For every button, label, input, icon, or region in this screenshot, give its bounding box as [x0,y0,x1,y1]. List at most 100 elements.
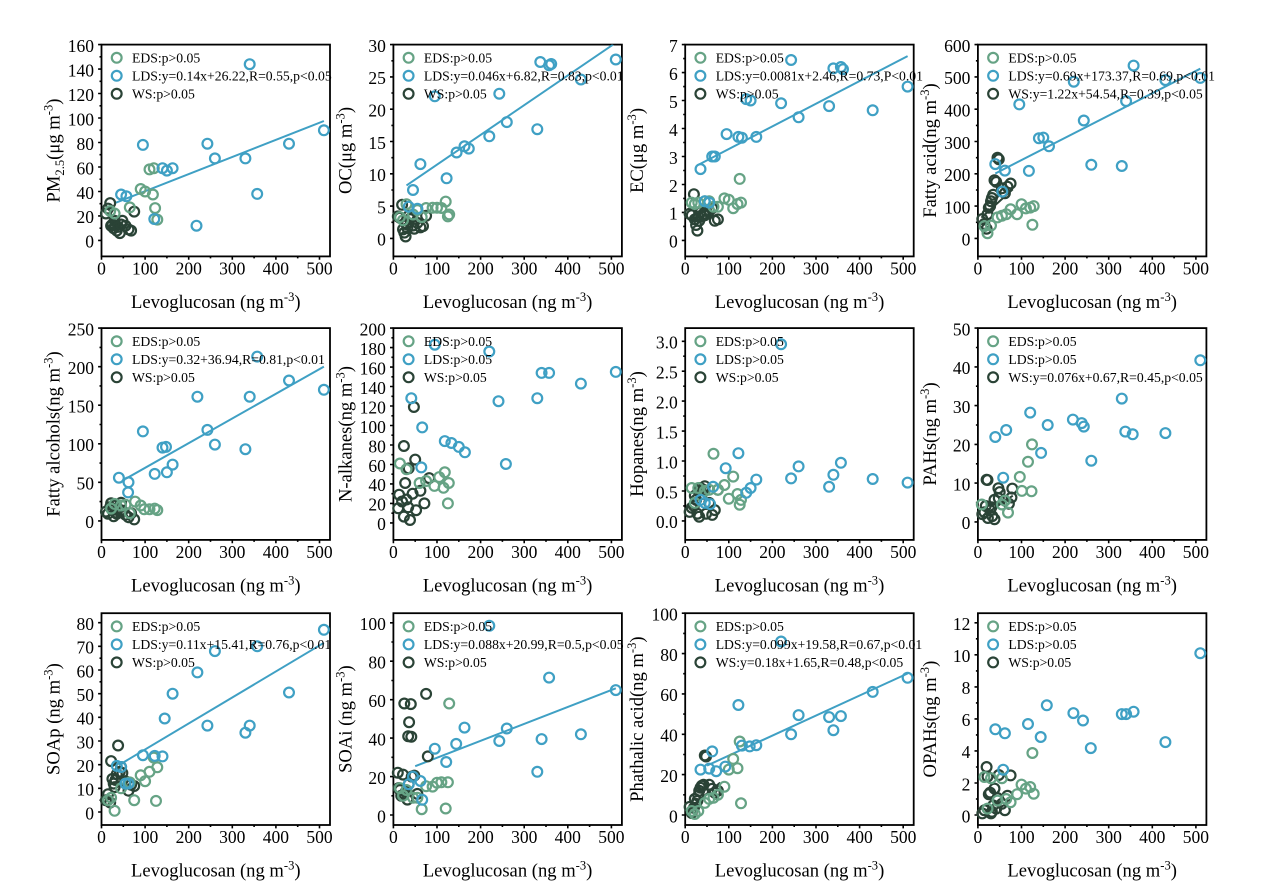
svg-text:WS:y=0.18x+1.65,R=0.48,p<0.05: WS:y=0.18x+1.65,R=0.48,p<0.05 [716,655,904,670]
svg-text:0: 0 [85,512,94,532]
svg-text:400: 400 [846,259,873,279]
svg-text:10: 10 [368,165,386,185]
svg-text:2.5: 2.5 [656,363,678,383]
svg-text:100: 100 [716,827,743,847]
svg-text:WS:p>0.05: WS:p>0.05 [1008,655,1071,670]
svg-text:0: 0 [962,513,971,533]
svg-text:1.0: 1.0 [656,452,678,472]
svg-text:OC(μg m-3​): OC(μg m-3​) [333,107,356,194]
svg-text:WS:y=1.22x+54.54,R=0.39,p<0.05: WS:y=1.22x+54.54,R=0.39,p<0.05 [1008,86,1203,101]
svg-text:Levoglucosan (ng m-3​): Levoglucosan (ng m-3​) [131,290,301,313]
svg-text:20: 20 [368,101,386,121]
svg-text:20: 20 [77,756,95,776]
svg-text:160: 160 [360,358,387,378]
svg-text:100: 100 [132,542,159,562]
svg-text:7: 7 [669,36,678,56]
svg-text:200: 200 [759,259,786,279]
svg-text:300: 300 [219,542,246,562]
svg-text:Phathalic acid(ng m-3​): Phathalic acid(ng m-3​) [625,636,648,801]
svg-text:0: 0 [377,230,386,250]
svg-text:250: 250 [68,319,95,339]
svg-text:100: 100 [716,259,743,279]
svg-text:0: 0 [97,542,106,562]
svg-text:30: 30 [77,732,95,752]
svg-text:100: 100 [1008,827,1035,847]
svg-text:150: 150 [68,397,95,417]
svg-text:0: 0 [681,259,690,279]
svg-text:Levoglucosan (ng m-3​): Levoglucosan (ng m-3​) [715,573,885,596]
svg-text:100: 100 [132,259,159,279]
svg-text:100: 100 [716,542,743,562]
svg-text:300: 300 [1096,259,1123,279]
svg-text:10: 10 [77,780,95,800]
svg-text:Levoglucosan (ng m-3​): Levoglucosan (ng m-3​) [131,858,301,881]
svg-text:40: 40 [368,729,386,749]
svg-text:40: 40 [77,183,95,203]
svg-text:EDS:p>0.05: EDS:p>0.05 [132,334,200,349]
svg-text:0: 0 [962,806,971,826]
svg-text:WS:p>0.05: WS:p>0.05 [716,86,779,101]
svg-text:400: 400 [555,542,582,562]
svg-text:Levoglucosan (ng m-3​): Levoglucosan (ng m-3​) [1007,573,1177,596]
svg-text:0: 0 [669,232,678,252]
svg-text:WS:p>0.05: WS:p>0.05 [424,655,487,670]
svg-text:WS:p>0.05: WS:p>0.05 [132,86,195,101]
svg-text:100: 100 [1008,542,1035,562]
svg-text:0: 0 [974,259,983,279]
svg-text:100: 100 [132,827,159,847]
svg-text:WS:p>0.05: WS:p>0.05 [132,370,195,385]
svg-text:EDS:p>0.05: EDS:p>0.05 [132,50,200,65]
svg-text:300: 300 [944,133,971,153]
svg-text:LDS:p>0.05: LDS:p>0.05 [424,352,492,367]
svg-text:1: 1 [669,204,678,224]
svg-text:140: 140 [360,378,387,398]
svg-text:300: 300 [219,259,246,279]
svg-text:15: 15 [368,133,386,153]
svg-text:400: 400 [1139,259,1166,279]
svg-text:LDS:p>0.05: LDS:p>0.05 [1008,352,1076,367]
svg-text:400: 400 [555,827,582,847]
svg-text:Hopanes(ng m-3​): Hopanes(ng m-3​) [625,371,648,497]
svg-text:500: 500 [598,259,625,279]
svg-text:LDS:y=0.046x+6.82,R=0.83,p<0.0: LDS:y=0.046x+6.82,R=0.83,p<0.01 [424,68,624,83]
svg-text:6: 6 [669,64,678,84]
svg-text:500: 500 [306,827,333,847]
svg-text:LDS:p>0.05: LDS:p>0.05 [716,352,784,367]
svg-text:0: 0 [681,827,690,847]
svg-text:60: 60 [77,661,95,681]
svg-text:12: 12 [953,614,971,634]
svg-text:WS:y=0.076x+0.67,R=0.45,p<0.05: WS:y=0.076x+0.67,R=0.45,p<0.05 [1008,370,1203,385]
svg-text:Levoglucosan (ng m-3​): Levoglucosan (ng m-3​) [131,573,301,596]
svg-text:20: 20 [368,495,386,515]
svg-text:50: 50 [77,474,95,494]
svg-text:300: 300 [1096,542,1123,562]
svg-text:3.0: 3.0 [656,333,678,353]
svg-text:200: 200 [176,827,203,847]
svg-text:PM2.5​(μg m-3​): PM2.5​(μg m-3​) [41,99,67,203]
svg-text:0: 0 [962,230,971,250]
svg-text:Levoglucosan (ng m-3​): Levoglucosan (ng m-3​) [715,858,885,881]
svg-text:100: 100 [424,259,451,279]
svg-text:2.0: 2.0 [656,392,678,412]
svg-text:EDS:p>0.05: EDS:p>0.05 [716,50,784,65]
svg-text:3: 3 [669,148,678,168]
svg-text:80: 80 [368,653,386,673]
svg-text:0: 0 [974,542,983,562]
svg-text:300: 300 [1096,827,1123,847]
svg-text:500: 500 [890,542,917,562]
svg-text:50: 50 [77,685,95,705]
svg-text:200: 200 [1052,827,1079,847]
svg-text:0: 0 [389,827,398,847]
svg-text:0: 0 [974,827,983,847]
svg-text:5: 5 [669,92,678,112]
svg-text:Levoglucosan (ng m-3​): Levoglucosan (ng m-3​) [423,290,593,313]
svg-text:Levoglucosan (ng m-3​): Levoglucosan (ng m-3​) [1007,290,1177,313]
svg-text:100: 100 [360,614,387,634]
svg-text:200: 200 [176,259,203,279]
svg-text:Fatty alcohols(ng m-3​): Fatty alcohols(ng m-3​) [41,351,64,516]
svg-text:200: 200 [759,542,786,562]
svg-text:200: 200 [360,319,387,339]
svg-text:100: 100 [651,605,678,625]
svg-text:WS:p>0.05: WS:p>0.05 [132,655,195,670]
svg-text:0: 0 [389,542,398,562]
